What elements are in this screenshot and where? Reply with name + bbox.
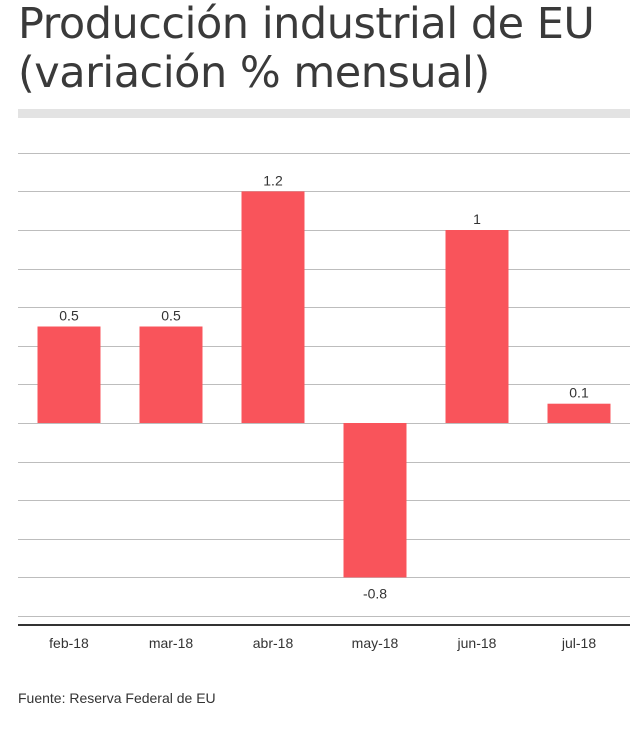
- chart-title-line-1: Producción industrial de EU: [18, 0, 595, 49]
- data-label: 0.1: [569, 385, 589, 401]
- data-label: -0.8: [363, 585, 387, 601]
- bars: [37, 191, 611, 578]
- data-label: 1: [473, 211, 481, 227]
- bar-feb-18: [37, 326, 101, 423]
- data-label: 0.5: [161, 308, 181, 324]
- data-labels: 0.5 0.5 1.2 -0.8 1 0.1: [59, 172, 589, 601]
- x-axis: feb-18 mar-18 abr-18 may-18 jun-18 jul-18: [18, 624, 630, 651]
- x-tick-label: jun-18: [457, 635, 497, 651]
- bar-may-18: [343, 423, 407, 578]
- x-tick-label: mar-18: [149, 635, 194, 651]
- x-tick-label: jul-18: [561, 635, 596, 651]
- gridlines: [18, 153, 630, 617]
- data-label: 0.5: [59, 308, 79, 324]
- source-note: Fuente: Reserva Federal de EU: [18, 690, 216, 706]
- x-tick-label: abr-18: [253, 635, 294, 651]
- x-tick-label: may-18: [352, 635, 399, 651]
- chart-title-line-2: (variación % mensual): [18, 48, 490, 98]
- bar-abr-18: [241, 191, 305, 423]
- bar-mar-18: [139, 326, 203, 423]
- x-tick-label: feb-18: [49, 635, 89, 651]
- title-divider: [18, 109, 630, 118]
- bar-jun-18: [445, 230, 509, 423]
- chart-title: Producción industrial de EU (variación %…: [18, 0, 628, 98]
- data-label: 1.2: [263, 172, 283, 188]
- bar-jul-18: [547, 403, 611, 423]
